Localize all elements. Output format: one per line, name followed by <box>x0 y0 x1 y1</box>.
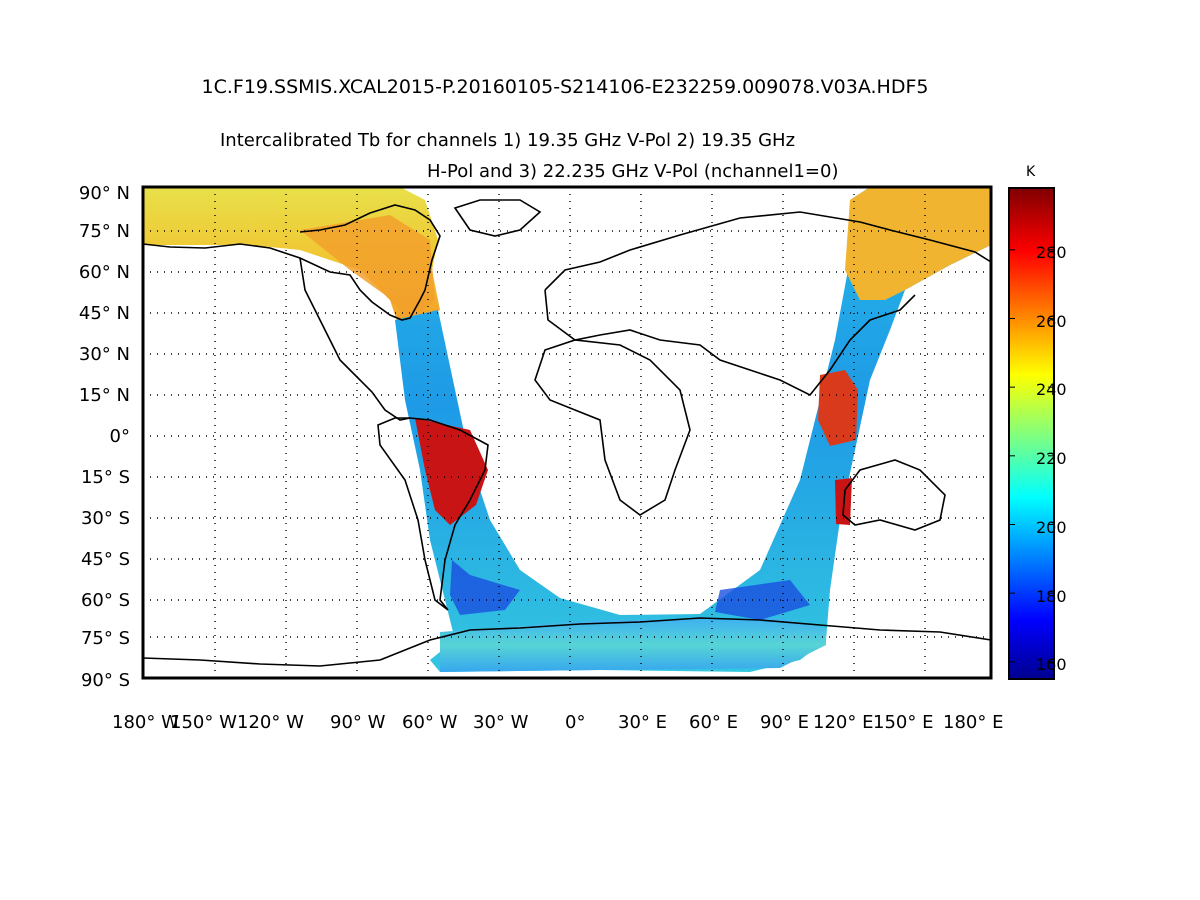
lat-label-0: 0° <box>109 426 130 447</box>
lon-label-150w: 150° W <box>170 712 237 733</box>
lon-label-180w: 180° W <box>112 712 179 733</box>
lon-label-30w: 30° W <box>473 712 529 733</box>
canada-warm-region <box>300 215 435 320</box>
australia-coast <box>842 459 946 531</box>
lat-label-75n: 75° N <box>78 221 130 242</box>
lat-label-90n: 90° N <box>78 183 130 204</box>
lon-label-60e: 60° E <box>689 712 738 733</box>
lat-label-30s: 30° S <box>80 508 130 529</box>
eurasia-south-coast <box>544 289 916 397</box>
indian-ocean-cold-patch <box>715 580 810 620</box>
lat-label-60n: 60° N <box>78 262 130 283</box>
south-america-coast <box>377 417 489 611</box>
lat-label-45s: 45° S <box>80 549 130 570</box>
colorbar-tick-200: 200 <box>1036 518 1067 537</box>
lon-label-90e: 90° E <box>760 712 809 733</box>
grid-lines <box>143 187 991 678</box>
lon-label-120e: 120° E <box>813 712 874 733</box>
north-america-west-coast <box>299 257 411 421</box>
lat-label-90s: 90° S <box>80 670 130 691</box>
maritime-continent-warm-land <box>818 370 858 446</box>
colorbar <box>1008 187 1055 680</box>
lat-label-60s: 60° S <box>80 590 130 611</box>
southern-ocean-cold-patch <box>450 560 520 615</box>
map-border <box>141 185 993 680</box>
colorbar-border <box>1008 187 1055 680</box>
lon-label-0: 0° <box>565 712 586 733</box>
coastlines <box>142 199 992 667</box>
north-america-coast <box>142 204 441 321</box>
colorbar-tick-180: 180 <box>1036 587 1067 606</box>
lon-label-30e: 30° E <box>618 712 667 733</box>
colorbar-tick-220: 220 <box>1036 449 1067 468</box>
south-america-warm-land <box>415 418 488 525</box>
map-frame <box>141 185 993 680</box>
swath-data <box>143 187 991 672</box>
colorbar-tick-240: 240 <box>1036 380 1067 399</box>
colorbar-tick-280: 280 <box>1036 243 1067 262</box>
antarctica-coast <box>142 617 992 667</box>
lat-label-45n: 45° N <box>78 303 130 324</box>
eurasia-north-coast <box>544 211 992 291</box>
lat-label-15s: 15° S <box>80 467 130 488</box>
descending-swath <box>395 187 991 672</box>
lon-label-90w: 90° W <box>330 712 386 733</box>
colorbar-tick-260: 260 <box>1036 312 1067 331</box>
lat-label-75s: 75° S <box>80 628 130 649</box>
colorbar-tick-160: 160 <box>1036 655 1067 674</box>
africa-coast <box>534 339 691 516</box>
file-title: 1C.F19.SSMIS.XCAL2015-P.20160105-S214106… <box>201 76 929 98</box>
lon-label-120w: 120° W <box>237 712 304 733</box>
lat-label-30n: 30° N <box>78 344 130 365</box>
plot-title-line-2: H-Pol and 3) 22.235 GHz V-Pol (nchannel1… <box>427 161 839 182</box>
plot-title-line-1: Intercalibrated Tb for channels 1) 19.35… <box>220 130 796 151</box>
lat-label-15n: 15° N <box>78 385 130 406</box>
colorbar-unit: K <box>1026 164 1036 180</box>
lon-label-180e: 180° E <box>943 712 1004 733</box>
colorbar-gradient <box>1009 188 1054 679</box>
antarctic-swath <box>440 618 826 672</box>
greenland-coast <box>453 199 542 237</box>
lon-label-60w: 60° W <box>402 712 458 733</box>
lon-label-150e: 150° E <box>873 712 934 733</box>
arctic-asia-swath <box>845 187 991 300</box>
